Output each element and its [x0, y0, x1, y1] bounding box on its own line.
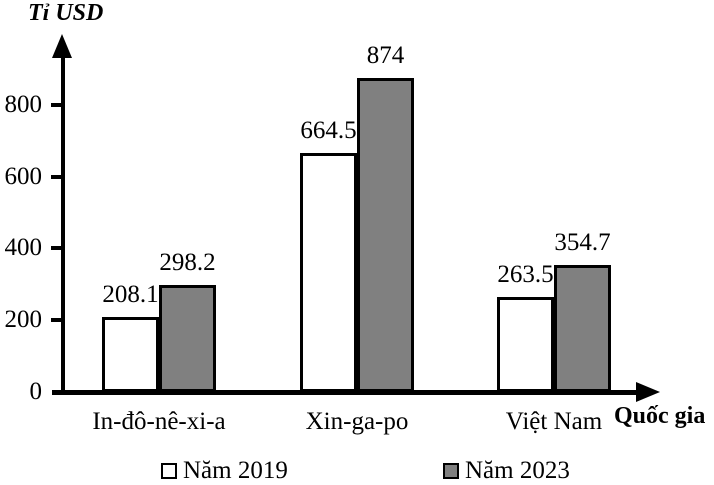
y-tick-mark: [51, 102, 62, 107]
bar-value-label: 208.1: [102, 281, 159, 308]
y-tick-label: 200: [4, 306, 43, 334]
y-tick-label: 400: [4, 234, 43, 262]
legend-item-2019: Năm 2019: [161, 456, 288, 485]
y-tick-label: 800: [4, 90, 43, 118]
bar-2019: [102, 317, 159, 392]
x-axis-line: [52, 390, 638, 395]
bar-value-label: 354.7: [554, 229, 611, 256]
x-axis-arrow-icon: [636, 382, 660, 402]
legend-label-2019: Năm 2019: [183, 457, 288, 484]
y-axis-line: [61, 52, 65, 394]
bar-value-label: 664.5: [300, 117, 357, 144]
bar-value-label: 263.5: [497, 261, 554, 288]
bar-2019: [497, 297, 554, 392]
y-tick-mark: [51, 246, 62, 251]
y-tick-label: 600: [4, 162, 43, 190]
bar-value-label: 298.2: [159, 249, 216, 276]
y-axis-arrow-icon: [52, 34, 72, 58]
y-tick-label: 0: [29, 378, 43, 405]
bar-2023: [159, 285, 216, 392]
bar-2023: [554, 265, 611, 392]
category-label: Xin-ga-po: [305, 408, 409, 435]
bar-2023: [357, 78, 414, 392]
bar-value-label: 874: [366, 42, 405, 69]
category-label: In-đô-nê-xi-a: [92, 408, 226, 435]
legend-label-2023: Năm 2023: [465, 457, 570, 484]
y-tick-mark: [51, 174, 62, 179]
legend-item-2023: Năm 2023: [443, 456, 570, 485]
bar-2019: [300, 153, 357, 392]
legend-swatch-2019: [161, 463, 177, 479]
category-label: Việt Nam: [505, 408, 603, 435]
y-tick-mark: [51, 318, 62, 323]
legend-swatch-2023: [443, 463, 459, 479]
y-axis-title: Tỉ USD: [28, 0, 104, 26]
x-axis-title: Quốc gia: [614, 403, 706, 429]
